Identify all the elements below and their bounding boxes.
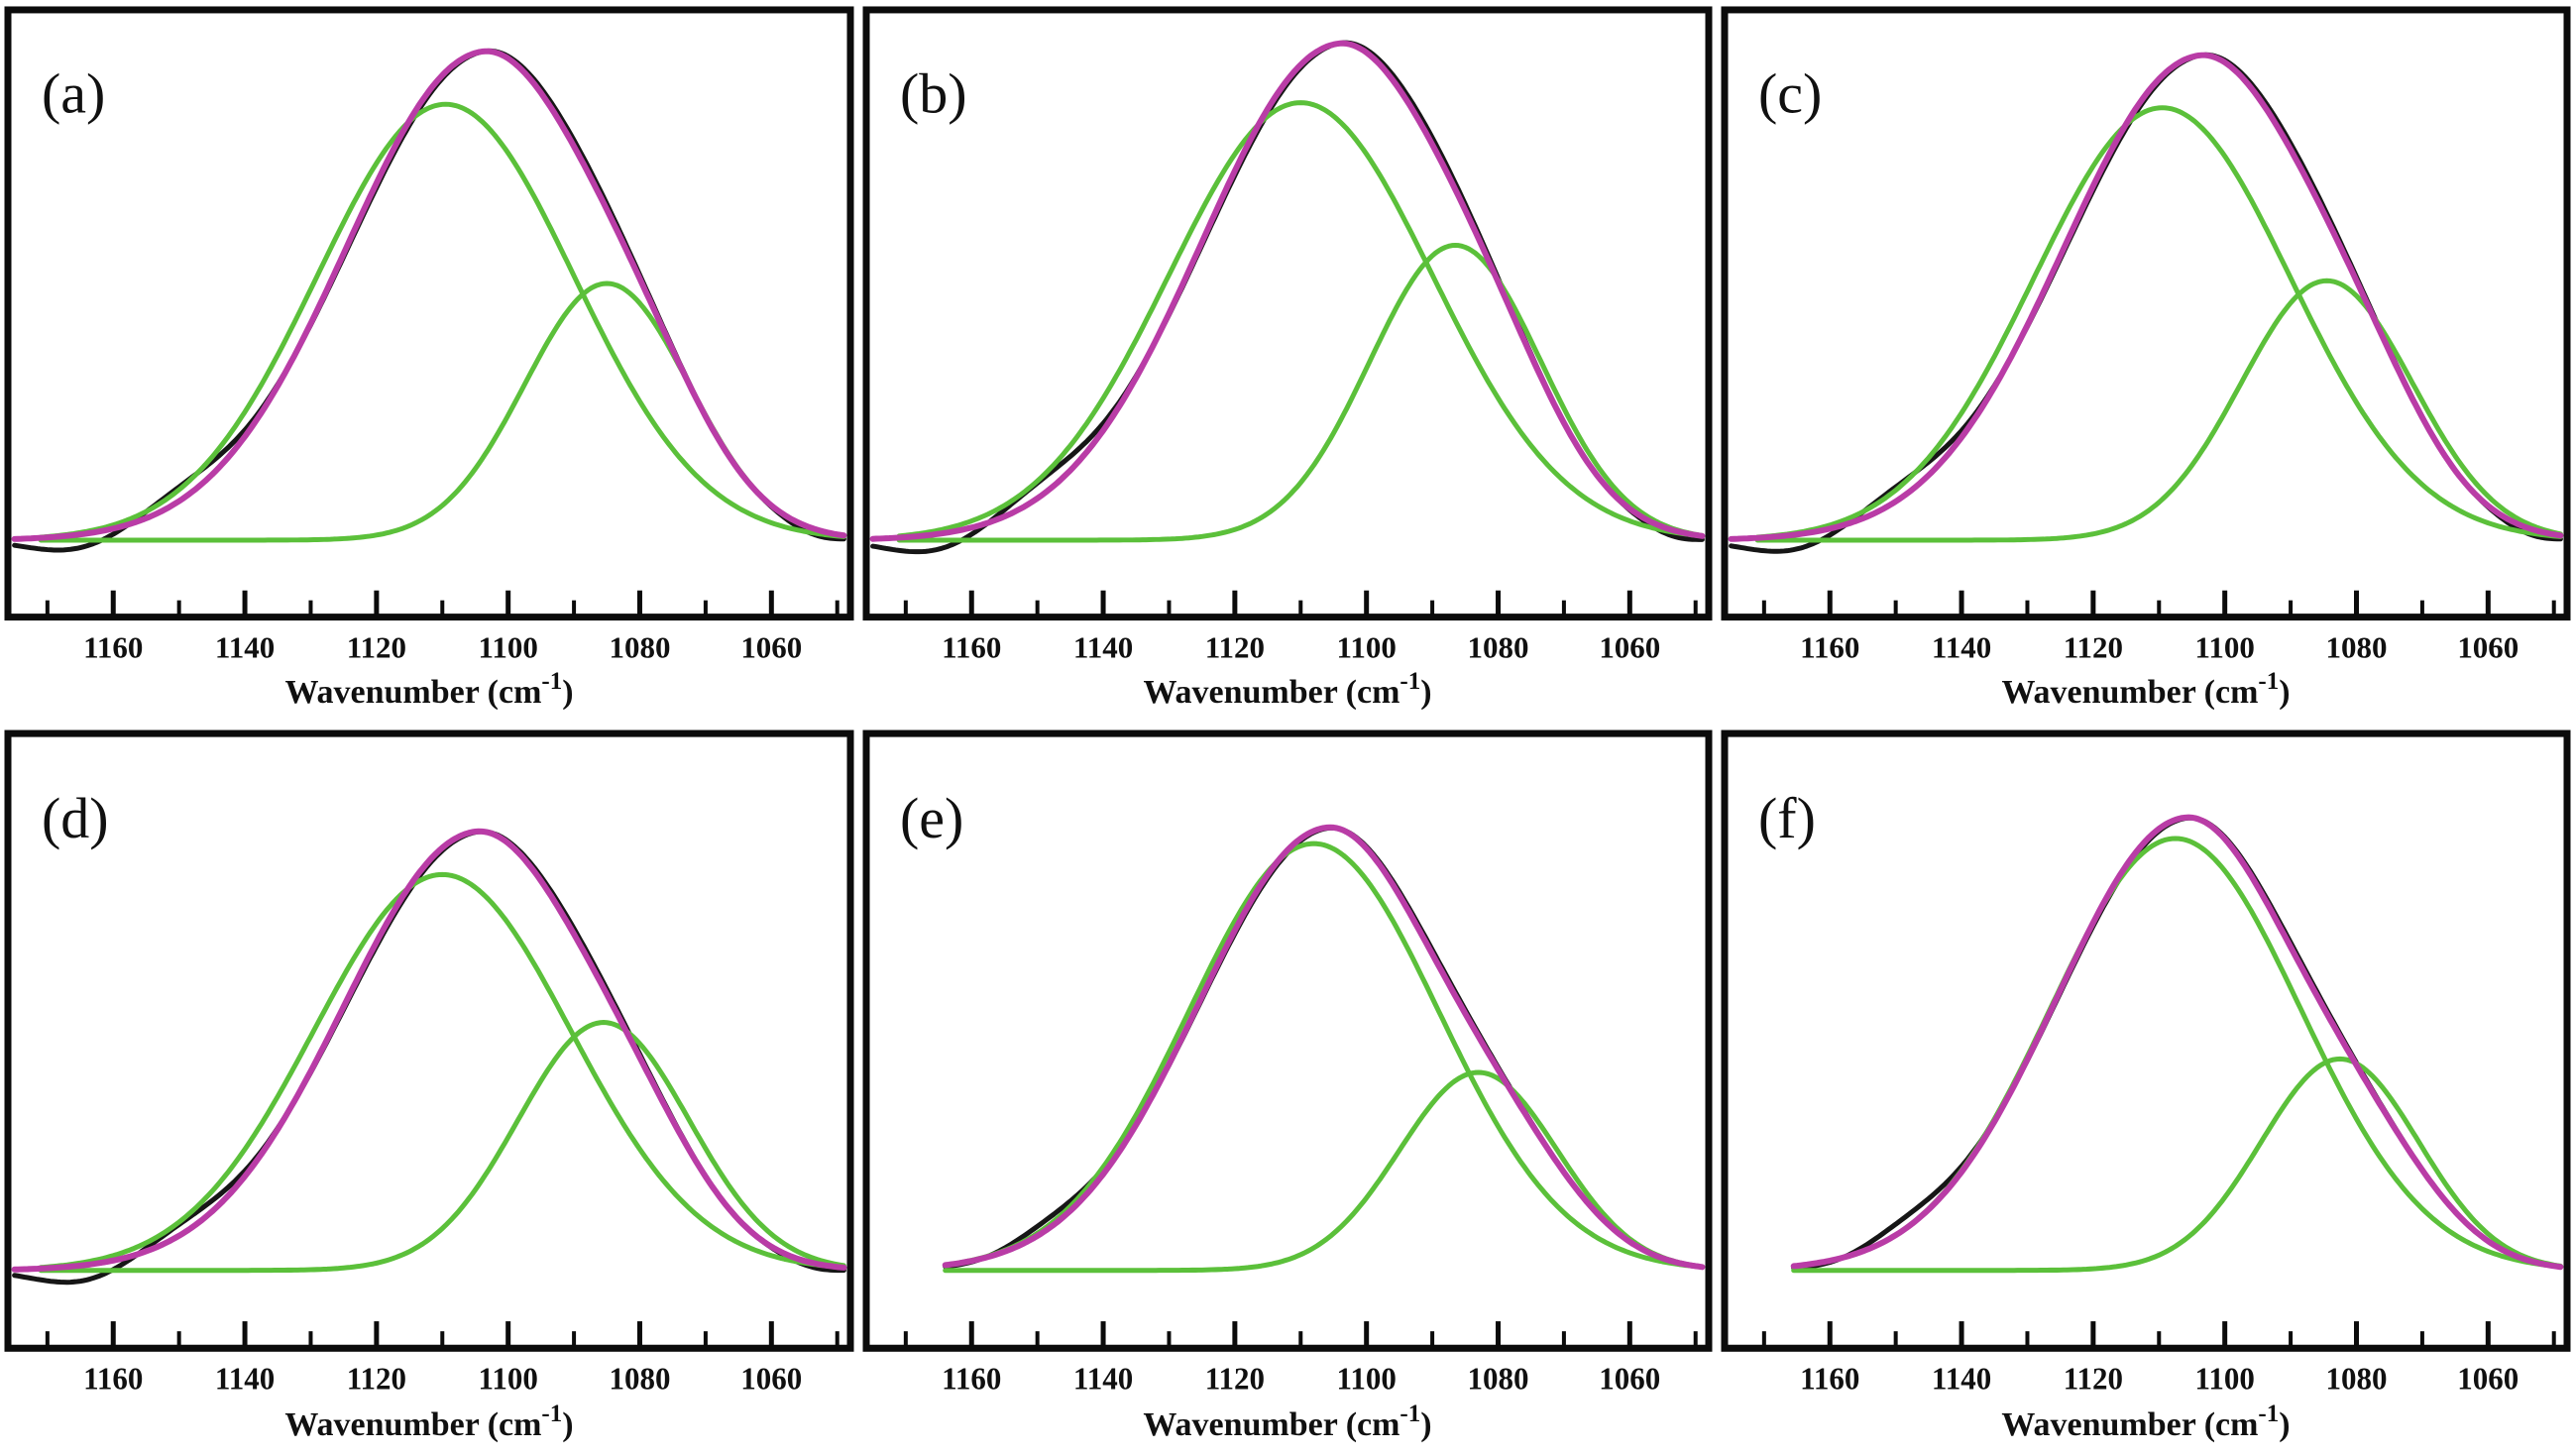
experimental-curve [870,40,1705,555]
fit-curve [1790,814,2564,1271]
x-tick-label: 1120 [347,629,406,664]
experimental-curve [12,48,846,553]
x-axis-title: Wavenumber (cm-1) [1143,1400,1431,1443]
component-curve-2 [943,1069,1705,1274]
panel-label: (a) [42,61,105,126]
x-tick-label: 1140 [1932,1361,1991,1396]
x-tick-label: 1100 [2195,1361,2255,1396]
x-tick-label: 1060 [2457,1361,2519,1396]
x-tick-label: 1160 [83,1361,143,1396]
spectrum-plot-c: 1160 1140 1120 1100 1080 1060 Wavenumber (cm-1… [1721,6,2571,711]
x-tick-label: 1120 [347,1361,406,1396]
panel-label: (c) [1758,61,1822,126]
x-tick-label: 1160 [1800,1361,1859,1396]
component-curve-1 [1754,105,2563,540]
spectrum-plot-a: 1160 1140 1120 1100 1080 1060 Wavenumber (cm-1… [4,6,854,711]
x-axis-title: Wavenumber (cm-1) [284,668,573,711]
fit-curve [942,824,1706,1271]
spectrum-panel-c: 1160 1140 1120 1100 1080 1060 Wavenumber (cm-1… [1717,0,2575,724]
x-axis-title: Wavenumber (cm-1) [2001,1400,2290,1443]
x-tick-label: 1080 [2326,1361,2388,1396]
component-curve-2 [896,242,1705,543]
x-axis-title: Wavenumber (cm-1) [1143,668,1431,711]
x-tick-label: 1060 [1599,629,1660,664]
x-tick-label: 1100 [2195,629,2255,664]
fit-curve [1728,52,2564,542]
plot-frame [1721,729,2571,1352]
experimental-curve [12,829,846,1286]
panel-label: (b) [900,61,967,126]
component-curve-2 [1754,278,2563,543]
x-tick-label: 1160 [942,1361,1001,1396]
x-tick-label: 1160 [83,629,143,664]
experimental-curve [1729,52,2563,554]
x-tick-label: 1120 [1205,1361,1265,1396]
x-tick-label: 1060 [1599,1361,1660,1396]
panel-label: (f) [1758,786,1816,850]
spectrum-plot-b: 1160 1140 1120 1100 1080 1060 Wavenumber (cm-1… [862,6,1713,711]
plot-frame [862,6,1713,621]
x-tick-label: 1160 [942,629,1001,664]
x-tick-label: 1080 [1468,1361,1529,1396]
x-tick-label: 1120 [2064,1361,2123,1396]
component-curve-2 [1791,1056,2563,1274]
x-tick-label: 1100 [1337,1361,1397,1396]
x-tick-label: 1140 [215,1361,275,1396]
component-curve-2 [38,1020,846,1274]
component-curve-1 [896,100,1705,539]
x-tick-label: 1080 [2326,629,2388,664]
component-curve-1 [38,871,846,1271]
x-tick-label: 1060 [740,1361,802,1396]
spectrum-panel-b: 1160 1140 1120 1100 1080 1060 Wavenumber (cm-1… [858,0,1717,724]
x-tick-label: 1080 [610,629,671,664]
x-tick-label: 1060 [2457,629,2519,664]
x-tick-label: 1100 [479,629,538,664]
x-tick-label: 1100 [1337,629,1397,664]
x-tick-label: 1140 [1073,629,1133,664]
spectrum-panel-e: 1160 1140 1120 1100 1080 1060 Wavenumber (cm-1… [858,724,1717,1456]
x-tick-label: 1140 [1932,629,1991,664]
x-tick-label: 1140 [215,629,275,664]
spectrum-panel-f: 1160 1140 1120 1100 1080 1060 Wavenumber (cm-1… [1717,724,2575,1456]
plot-frame [1721,6,2571,621]
fit-curve [11,828,847,1273]
component-curve-1 [943,840,1705,1270]
component-curve-1 [38,101,846,540]
plot-frame [4,6,854,621]
x-tick-label: 1080 [1468,629,1529,664]
x-tick-label: 1120 [2064,629,2123,664]
panel-label: (d) [42,786,109,850]
x-tick-label: 1160 [1800,629,1859,664]
x-axis-title: Wavenumber (cm-1) [284,1400,573,1443]
plot-frame [862,729,1713,1352]
x-tick-label: 1140 [1073,1361,1133,1396]
spectrum-panel-a: 1160 1140 1120 1100 1080 1060 Wavenumber (cm-1… [0,0,858,724]
spectrum-panel-d: 1160 1140 1120 1100 1080 1060 Wavenumber (cm-1… [0,724,858,1456]
fit-curve [11,48,847,542]
x-tick-label: 1100 [479,1361,538,1396]
fit-curve [869,40,1706,542]
x-tick-label: 1120 [1205,629,1265,664]
x-tick-label: 1060 [740,629,802,664]
plot-frame [4,729,854,1352]
x-tick-label: 1080 [610,1361,671,1396]
panel-label: (e) [900,786,963,850]
spectrum-plot-d: 1160 1140 1120 1100 1080 1060 Wavenumber (cm-1… [4,729,854,1443]
x-axis-title: Wavenumber (cm-1) [2001,668,2290,711]
spectrum-plot-f: 1160 1140 1120 1100 1080 1060 Wavenumber (cm-1… [1721,729,2571,1443]
spectrum-plot-e: 1160 1140 1120 1100 1080 1060 Wavenumber (cm-1… [862,729,1713,1443]
